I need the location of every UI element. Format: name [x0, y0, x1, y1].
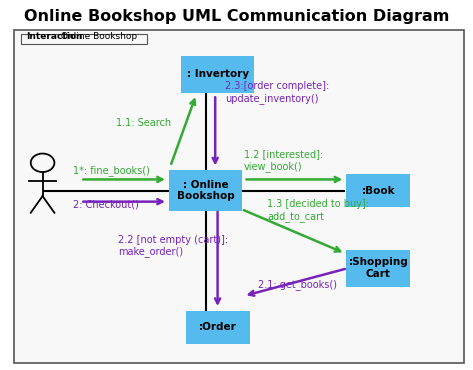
- FancyBboxPatch shape: [14, 30, 464, 363]
- FancyBboxPatch shape: [21, 34, 147, 44]
- Text: :Shopping
Cart: :Shopping Cart: [349, 258, 408, 279]
- Text: 1*: fine_books(): 1*: fine_books(): [73, 165, 150, 176]
- FancyBboxPatch shape: [346, 250, 411, 287]
- FancyBboxPatch shape: [346, 174, 411, 207]
- FancyBboxPatch shape: [185, 311, 250, 344]
- Text: :Order: :Order: [199, 322, 236, 333]
- Text: 2.1: get_books(): 2.1: get_books(): [258, 280, 337, 290]
- FancyBboxPatch shape: [169, 170, 242, 211]
- Text: 2.3:[order complete]:
update_inventory(): 2.3:[order complete]: update_inventory(): [225, 81, 329, 104]
- Text: 1.3 [decided to buy]:
add_to_cart: 1.3 [decided to buy]: add_to_cart: [267, 199, 369, 222]
- Text: : Online
Bookshop: : Online Bookshop: [177, 180, 235, 201]
- Text: Interaction: Interaction: [26, 32, 82, 41]
- Text: 2: Checkout(): 2: Checkout(): [73, 199, 139, 209]
- Text: Online Bookshop UML Communication Diagram: Online Bookshop UML Communication Diagra…: [24, 9, 449, 24]
- Text: :Book: :Book: [361, 185, 395, 196]
- Text: 2.2 [not empty (cart)]:
make_order(): 2.2 [not empty (cart)]: make_order(): [118, 235, 228, 257]
- Text: 1.1: Search: 1.1: Search: [116, 118, 171, 128]
- FancyBboxPatch shape: [181, 56, 254, 92]
- Text: Online Bookshop: Online Bookshop: [58, 32, 137, 41]
- Text: 1.2 [interested]:
view_book(): 1.2 [interested]: view_book(): [244, 149, 323, 172]
- Text: : Invertory: : Invertory: [186, 69, 249, 79]
